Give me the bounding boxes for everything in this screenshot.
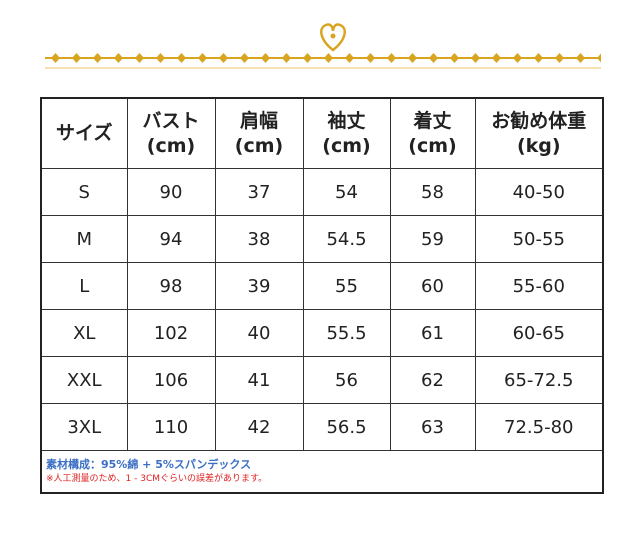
header-cell: 着丈 (cm)	[389, 97, 476, 169]
cell: XL	[40, 309, 128, 357]
note-row: 素材構成：95%綿 + 5%スパンデックス ※人工測量のため、1 - 3CMぐらい…	[40, 450, 604, 494]
cell: 39	[214, 262, 304, 310]
cell: 94	[126, 215, 216, 263]
size-table: サイズ バスト (cm) 肩幅 (cm) 袖丈 (cm) 着丈 (cm) お勧め体重 (kg) S 90…	[40, 97, 604, 494]
cell: 61	[389, 309, 476, 357]
cell: 65-72.5	[474, 356, 604, 404]
cell: 3XL	[40, 403, 128, 451]
heart	[320, 23, 346, 52]
header-text: お勧め体重	[491, 109, 587, 132]
cell: 98	[126, 262, 216, 310]
data-row: S 90 37 54 58 40-50	[40, 168, 604, 216]
cell: 102	[126, 309, 216, 357]
header-text: (cm)	[322, 134, 371, 157]
cell: XXL	[40, 356, 128, 404]
heart-dot	[330, 33, 336, 39]
header-cell: サイズ	[40, 97, 128, 169]
cell: 110	[126, 403, 216, 451]
cell: 60	[389, 262, 476, 310]
cell: 40-50	[474, 168, 604, 216]
header-text: (kg)	[516, 134, 561, 157]
header-cell: お勧め体重 (kg)	[474, 97, 604, 169]
ornament	[45, 23, 601, 69]
cell: M	[40, 215, 128, 263]
header-cell: 袖丈 (cm)	[302, 97, 391, 169]
cell: 55.5	[302, 309, 391, 357]
cell: 56.5	[302, 403, 391, 451]
cell: 41	[214, 356, 304, 404]
header-text: バスト	[142, 109, 200, 132]
cell: 54	[302, 168, 391, 216]
note-text: 素材構成：95%綿 + 5%スパンデックス	[46, 458, 252, 471]
header-text: サイズ	[56, 122, 113, 144]
cell: 63	[389, 403, 476, 451]
cell: 90	[126, 168, 216, 216]
header-text: (cm)	[146, 134, 196, 157]
cell: 106	[126, 356, 216, 404]
cell: 42	[214, 403, 304, 451]
cell: 55-60	[474, 262, 604, 310]
cell: 62	[389, 356, 476, 404]
cell: 50-55	[474, 215, 604, 263]
data-row: XXL 106 41 56 62 65-72.5	[40, 356, 604, 404]
header-text: 着丈	[413, 109, 452, 132]
header-row: サイズ バスト (cm) 肩幅 (cm) 袖丈 (cm) 着丈 (cm) お勧め体重 (kg)	[40, 97, 604, 169]
cell: 54.5	[302, 215, 391, 263]
cell: S	[40, 168, 128, 216]
cell: 38	[214, 215, 304, 263]
cell: L	[40, 262, 128, 310]
cell: 56	[302, 356, 391, 404]
note-cell: 素材構成：95%綿 + 5%スパンデックス ※人工測量のため、1 - 3CMぐらい…	[40, 450, 604, 494]
header-text: 肩幅	[239, 109, 278, 132]
diamond-line	[45, 50, 601, 66]
data-row: XL 102 40 55.5 61 60-65	[40, 309, 604, 357]
cell: 72.5-80	[474, 403, 604, 451]
header-text: (cm)	[408, 134, 457, 157]
data-row: L 98 39 55 60 55-60	[40, 262, 604, 310]
cell: 40	[214, 309, 304, 357]
cell: 59	[389, 215, 476, 263]
cell: 58	[389, 168, 476, 216]
header-text: 袖丈	[327, 109, 366, 132]
cell: 55	[302, 262, 391, 310]
header-cell: 肩幅 (cm)	[214, 97, 304, 169]
data-row: M 94 38 54.5 59 50-55	[40, 215, 604, 263]
data-row: 3XL 110 42 56.5 63 72.5-80	[40, 403, 604, 451]
cell: 37	[214, 168, 304, 216]
header-text: (cm)	[234, 134, 284, 157]
cell: 60-65	[474, 309, 604, 357]
note-text: ※人工測量のため、1 - 3CMぐらいの誤差があります。	[46, 474, 268, 484]
header-cell: バスト (cm)	[126, 97, 216, 169]
